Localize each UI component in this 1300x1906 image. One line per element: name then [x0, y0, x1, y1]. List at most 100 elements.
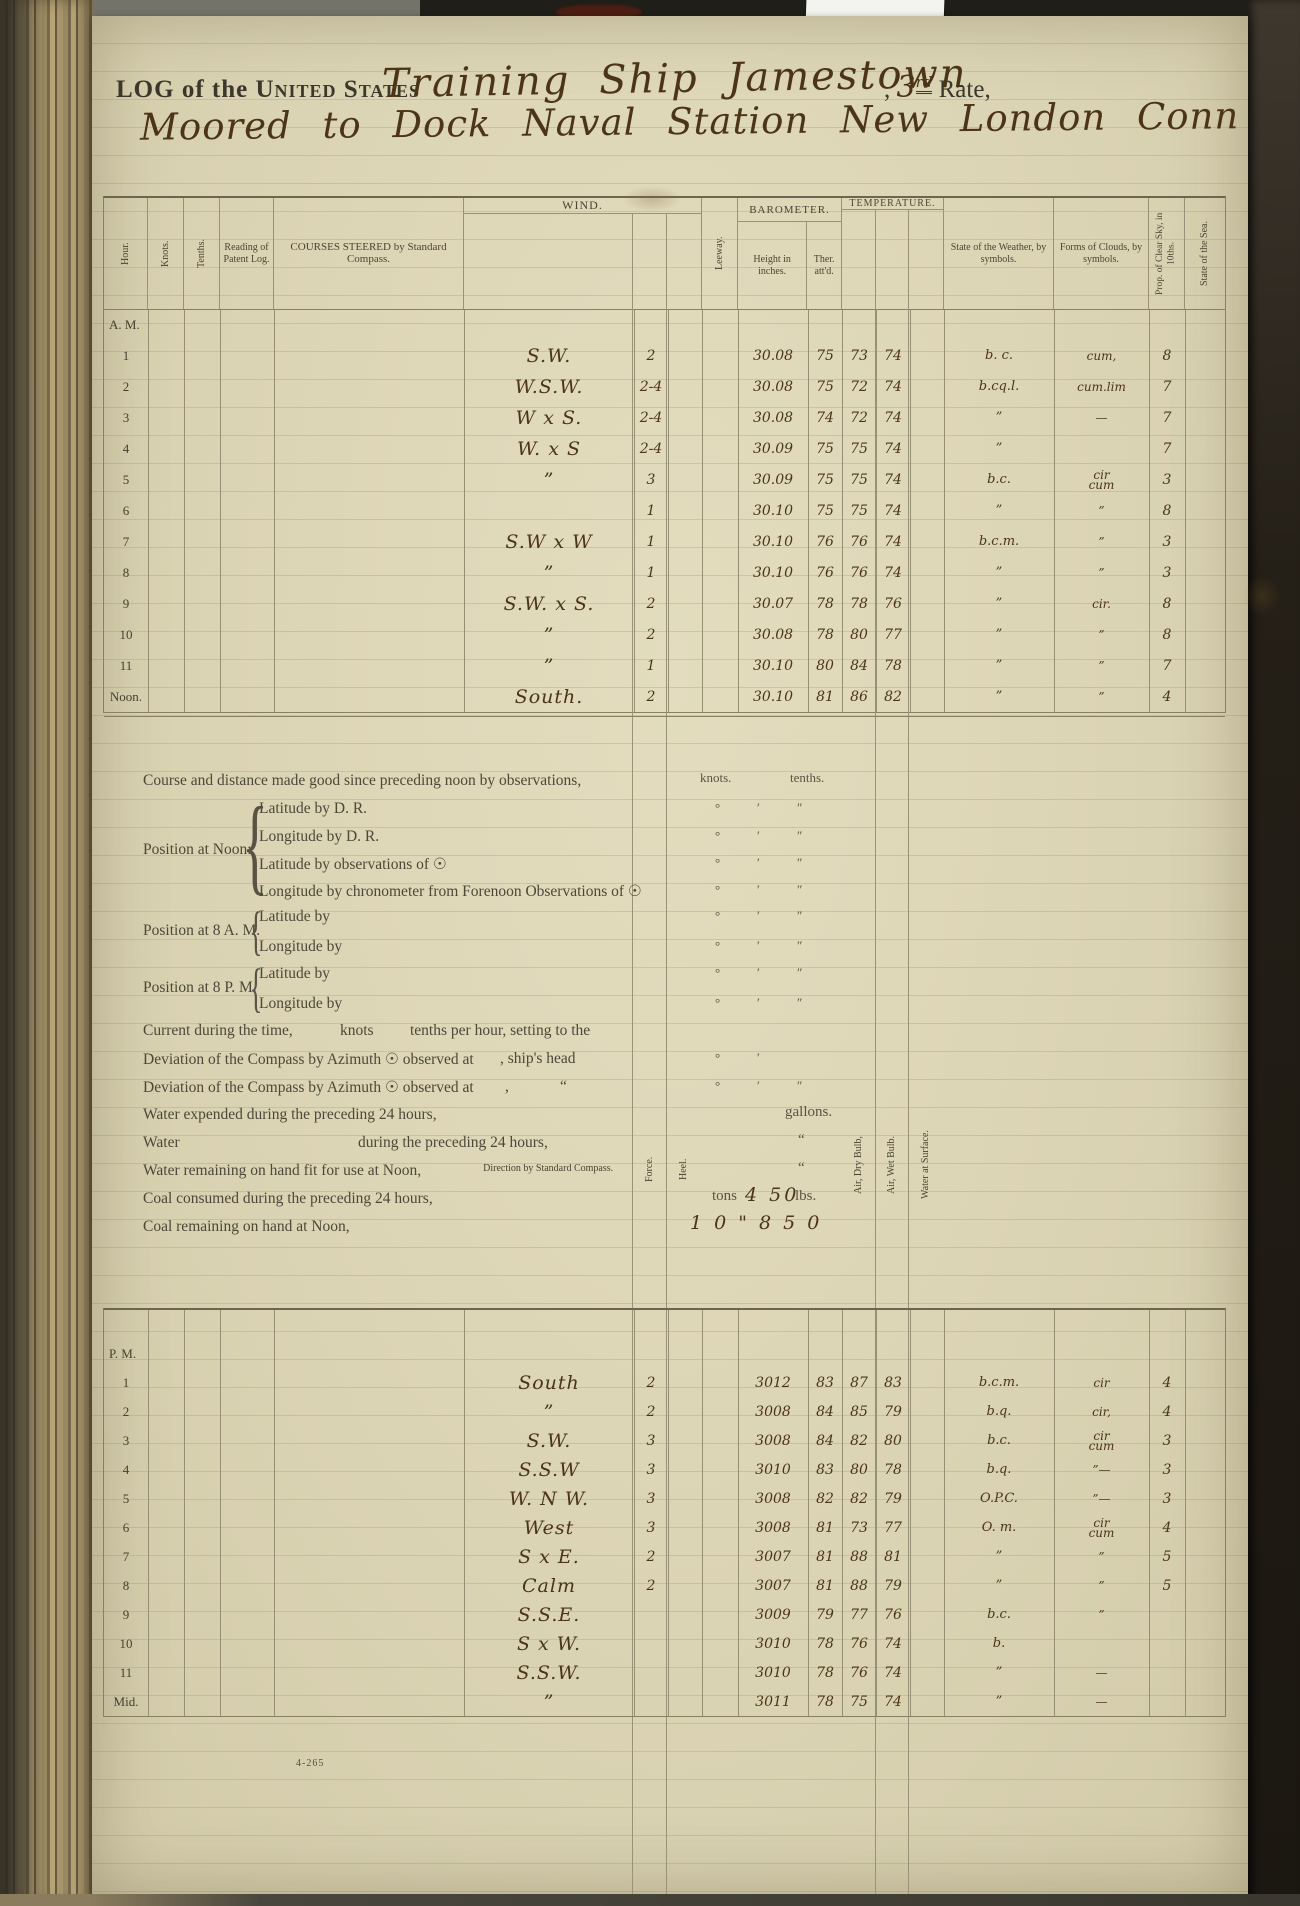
cell-plog: [220, 1571, 274, 1600]
water-remaining-label: Water remaining on hand fit for use at N…: [143, 1162, 422, 1179]
cell-dry: 80: [850, 1461, 868, 1478]
cell-sea: [1185, 1687, 1225, 1716]
cell-knots: [148, 1687, 184, 1716]
sec-mark: ″: [797, 882, 803, 897]
cell-height: 30.08: [752, 347, 794, 364]
deg-mark: °: [715, 1078, 721, 1093]
position-8pm-label: Position at 8 P. M.: [143, 979, 257, 996]
cell-dir: W. N W.: [508, 1487, 590, 1510]
cell-heel: [668, 1368, 702, 1397]
cell-hour: Noon.: [109, 688, 143, 704]
cell-wet: 78: [884, 1461, 902, 1478]
col-group-barometer: BAROMETER. Height in inches. Ther. att'd…: [738, 198, 842, 309]
cell-dir: W.S.W.: [514, 375, 584, 398]
cell-wet: 79: [884, 1403, 902, 1420]
pm-empty-band: [104, 1310, 1225, 1342]
cell-heel: [668, 1600, 702, 1629]
cell-dry: 76: [850, 1635, 868, 1652]
cell-plog: [220, 1397, 274, 1426]
cell-clouds: ”: [1098, 689, 1105, 704]
course-distance-label: Course and distance made good since prec…: [143, 772, 582, 789]
cell-ther: 75: [816, 471, 834, 488]
cell-hour: 2: [122, 378, 130, 394]
cell-plog: [220, 402, 274, 433]
cell-water: [910, 1571, 944, 1600]
cell-force: 3: [646, 1432, 656, 1449]
log-row: 6 West 3 3008 81 73 77 O. m. cir cum 4: [104, 1513, 1225, 1542]
cell-water: [910, 1513, 944, 1542]
cell-sky: [1149, 1658, 1185, 1687]
cell-ther: 81: [816, 1519, 834, 1536]
page-stain: [1242, 576, 1282, 616]
cell-heel: [668, 1629, 702, 1658]
cell-hour: 8: [122, 564, 130, 580]
noon-summary-section: Course and distance made good since prec…: [143, 762, 1043, 1242]
cell-sky: 8: [1162, 502, 1172, 519]
cell-courses: [274, 433, 464, 464]
lat-8pm: Latitude by: [259, 965, 331, 982]
cell-ther: 78: [816, 595, 834, 612]
cell-wet: 74: [884, 471, 902, 488]
min-mark: ′: [757, 855, 760, 870]
cell-tenths: [184, 402, 220, 433]
cell-sea: [1185, 495, 1225, 526]
log-row: 9 S.W. x S. 2 30.07 78 78 76 ” cir. 8: [104, 588, 1225, 619]
cell-sea: [1185, 402, 1225, 433]
cell-heel: [668, 1513, 702, 1542]
cell-weather: b.cq.l.: [978, 379, 1020, 394]
log-row: 3 S.W. 3 3008 84 82 80 b.c. cir cum 3: [104, 1426, 1225, 1455]
cell-ther: 81: [816, 688, 834, 705]
cell-knots: [148, 1600, 184, 1629]
col-hour: Hour.: [119, 242, 131, 265]
deg-mark: °: [715, 938, 721, 953]
sec-mark: ″: [797, 800, 803, 815]
cell-plog: [220, 464, 274, 495]
cell-heel: [668, 1658, 702, 1687]
cell-water: [910, 1687, 944, 1716]
cell-force: 2: [646, 626, 656, 643]
cell-dir: S.S.W: [518, 1458, 580, 1481]
cell-sea: [1185, 340, 1225, 371]
cover-red-mark: [556, 5, 642, 19]
cell-clouds: cir.: [1092, 596, 1111, 611]
cell-dir: [464, 495, 634, 526]
cell-leeway: [702, 1629, 738, 1658]
cell-sky: 3: [1162, 1432, 1172, 1449]
min-mark: ′: [757, 800, 760, 815]
cell-sky: 8: [1162, 595, 1172, 612]
sec-mark: ″: [797, 1078, 803, 1093]
cell-wet: 76: [884, 595, 902, 612]
cell-leeway: [702, 1455, 738, 1484]
cell-sea: [1185, 1571, 1225, 1600]
col-tenths: Tenths.: [195, 238, 207, 269]
cell-weather: O. m.: [981, 1520, 1017, 1535]
cell-hour: 10: [119, 1635, 133, 1651]
cell-hour: 2: [122, 1403, 130, 1419]
pm-rows: 1 South 2 3012 83 87 83 b.c.m. cir 4 2” 2 3008 84 85 79…: [104, 1368, 1225, 1716]
cell-courses: [274, 681, 464, 712]
cell-water: [910, 1455, 944, 1484]
deg-mark: °: [715, 828, 721, 843]
deg-mark: °: [715, 995, 721, 1010]
cell-knots: [148, 1571, 184, 1600]
cell-ther: 75: [816, 347, 834, 364]
cell-dry: 88: [850, 1548, 868, 1565]
cell-sky: 5: [1162, 1577, 1172, 1594]
log-row: 8 ” 1 30.10 76 76 74 ” ” 3: [104, 557, 1225, 588]
cell-heel: [668, 1397, 702, 1426]
cell-dir: West: [523, 1516, 575, 1539]
cell-leeway: [702, 1397, 738, 1426]
am-table-body: A. M. 1 S.W. 2 30.08 75 73 74 b. c. cum, 8 2 W.S.W.…: [104, 310, 1225, 712]
form-number: 4-265: [296, 1758, 325, 1769]
cell-height: 30.09: [752, 440, 794, 457]
log-prefix: LOG of the: [116, 76, 256, 103]
cell-hour: 11: [119, 657, 133, 673]
cell-knots: [148, 1542, 184, 1571]
cell-leeway: [702, 1687, 738, 1716]
cell-hour: 8: [122, 1577, 130, 1593]
cell-sea: [1185, 371, 1225, 402]
cell-clouds: ”: [1098, 1607, 1105, 1622]
knots-col-label: knots.: [700, 770, 732, 785]
cell-plog: [220, 1542, 274, 1571]
cell-dry: 77: [850, 1606, 868, 1623]
